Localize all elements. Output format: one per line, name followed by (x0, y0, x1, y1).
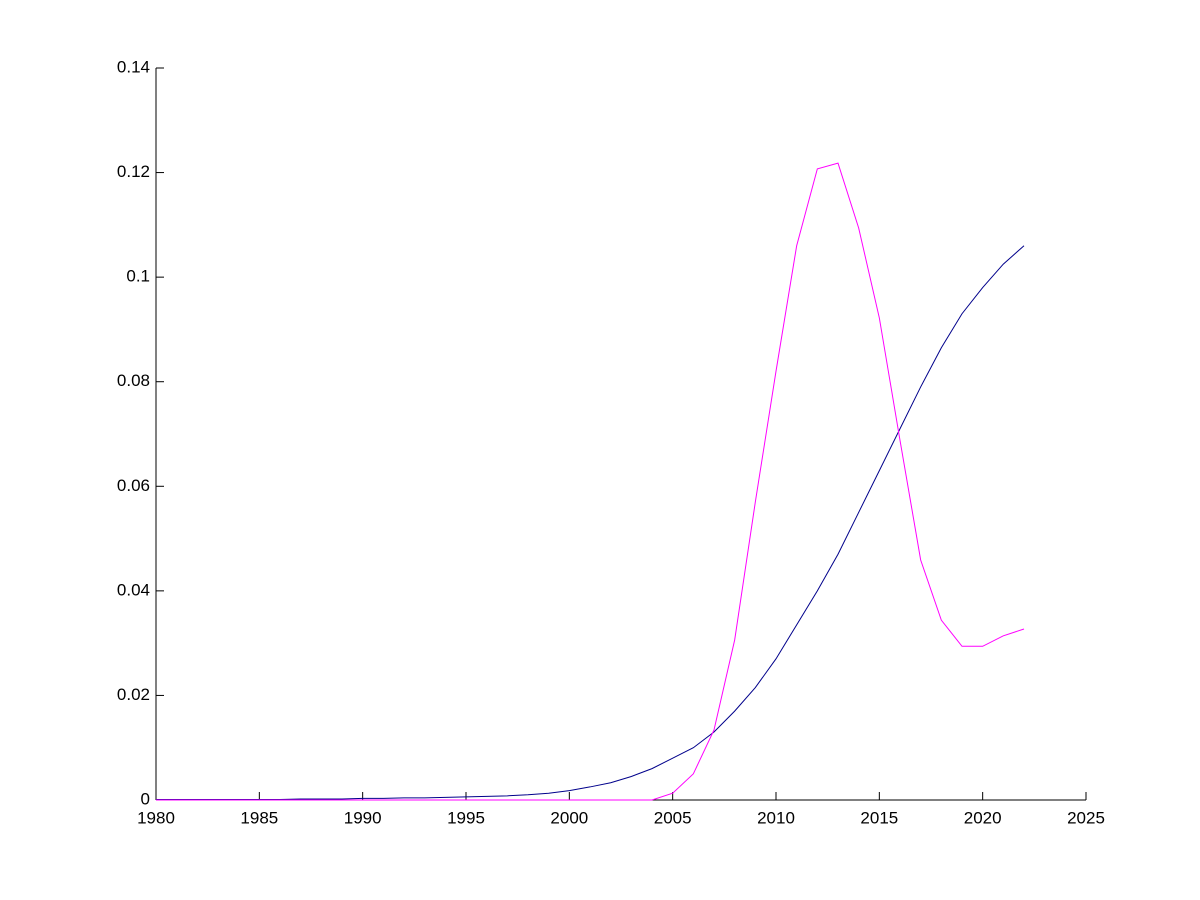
x-tick-label: 2010 (757, 808, 795, 827)
y-tick-label: 0.02 (117, 685, 150, 704)
y-tick-label: 0.06 (117, 476, 150, 495)
x-tick-label: 1985 (240, 808, 278, 827)
x-tick-label: 2025 (1067, 808, 1105, 827)
line-series (156, 245, 1025, 800)
x-tick-label: 1995 (447, 808, 485, 827)
x-tick-label: 2000 (550, 808, 588, 827)
x-tick-label: 1980 (137, 808, 175, 827)
y-tick-label: 0.1 (126, 267, 150, 286)
y-tick-label: 0 (141, 789, 150, 808)
y-tick-label: 0.04 (117, 580, 150, 599)
y-tick-label: 0.14 (117, 57, 150, 76)
y-tick-label: 0.08 (117, 371, 150, 390)
line-series (156, 162, 1025, 801)
y-tick-label: 0.12 (117, 162, 150, 181)
x-tick-label: 2005 (654, 808, 692, 827)
x-tick-label: 2015 (860, 808, 898, 827)
x-tick-label: 1990 (344, 808, 382, 827)
x-tick-label: 2020 (964, 808, 1002, 827)
